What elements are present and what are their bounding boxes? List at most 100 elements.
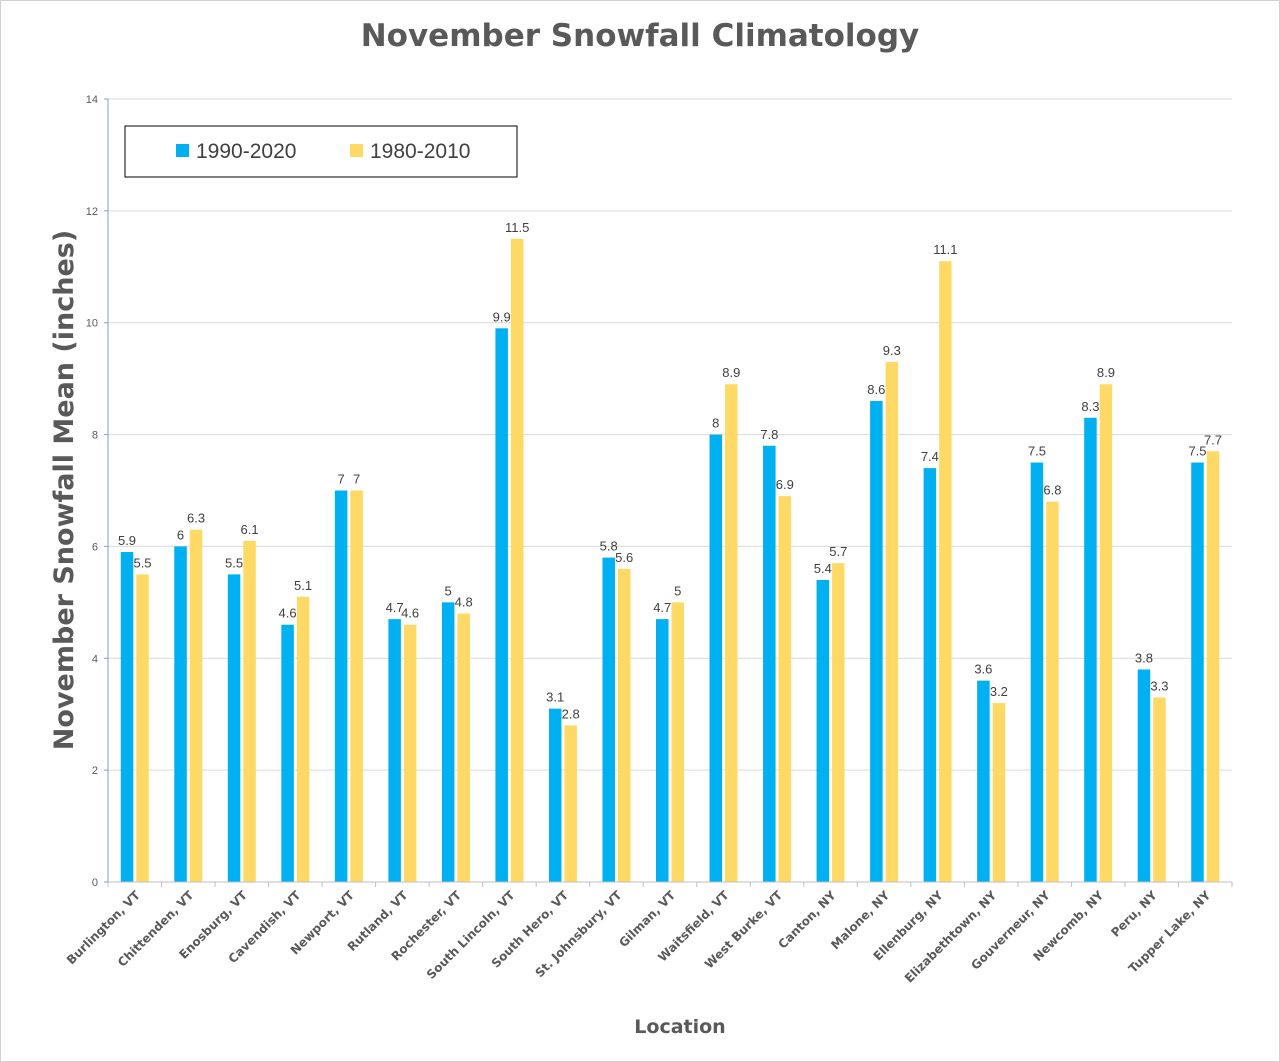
bar-1980-2010-tupper-lake-ny [1206, 451, 1220, 882]
bar-1990-2020-tupper-lake-ny [1191, 462, 1204, 882]
bar-1990-2020-st-johnsbury-vt [602, 557, 615, 882]
data-label-1990-2020-malone-ny: 8.6 [867, 382, 885, 397]
y-tick-label-10: 10 [86, 318, 98, 330]
data-label-1980-2010-newcomb-ny: 8.9 [1097, 365, 1115, 380]
legend-swatch-1980-2010 [350, 144, 363, 157]
bar-1990-2020-canton-ny [816, 579, 830, 882]
bar-1990-2020-peru-ny [1137, 669, 1151, 882]
data-label-1990-2020-canton-ny: 5.4 [814, 561, 832, 576]
data-label-1980-2010-south-hero-vt: 2.8 [562, 706, 580, 721]
bar-1980-2010-cavendish-vt [296, 596, 310, 882]
data-label-1980-2010-rutland-vt: 4.6 [401, 606, 419, 621]
legend-label-1980-2010: 1980-2010 [370, 140, 470, 163]
bar-1990-2020-newport-vt [334, 490, 348, 882]
data-label-1980-2010-chittenden-vt: 6.3 [187, 511, 205, 526]
data-label-1990-2020-tupper-lake-ny: 7.5 [1188, 444, 1206, 459]
legend: 1990-2020 1980-2010 [124, 125, 518, 178]
data-label-1980-2010-gilman-vt: 5 [674, 583, 681, 598]
bar-1980-2010-malone-ny [885, 361, 899, 883]
bar-1980-2010-newcomb-ny [1099, 384, 1113, 882]
data-label-1990-2020-gilman-vt: 4.7 [653, 600, 671, 615]
y-tick-label-6: 6 [92, 541, 98, 553]
data-label-1990-2020-elizabethtown-ny: 3.6 [974, 662, 992, 677]
bar-1980-2010-south-hero-vt [564, 725, 577, 882]
data-label-1990-2020-west-burke-vt: 7.8 [760, 427, 778, 442]
bar-1980-2010-rutland-vt [403, 624, 417, 882]
bar-1990-2020-burlington-vt [120, 552, 134, 882]
bar-1980-2010-gilman-vt [671, 602, 684, 882]
data-label-1990-2020-waitsfield-vt: 8 [712, 416, 719, 431]
bar-1990-2020-chittenden-vt [174, 546, 187, 882]
x-tick-label-peru-ny: Peru, NY [1108, 888, 1160, 940]
data-label-1980-2010-west-burke-vt: 6.9 [776, 477, 794, 492]
data-label-1990-2020-cavendish-vt: 4.6 [279, 606, 297, 621]
bar-1980-2010-canton-ny [832, 563, 845, 882]
data-label-1980-2010-peru-ny: 3.3 [1150, 678, 1168, 693]
data-label-1980-2010-cavendish-vt: 5.1 [294, 578, 312, 593]
y-tick-label-12: 12 [86, 206, 98, 218]
data-label-1990-2020-south-hero-vt: 3.1 [546, 690, 564, 705]
bar-1990-2020-south-hero-vt [548, 708, 562, 882]
data-label-1990-2020-ellenburg-ny: 7.4 [921, 449, 939, 464]
y-tick-label-4: 4 [92, 653, 98, 665]
data-label-1990-2020-gouverneur-ny: 7.5 [1028, 444, 1046, 459]
bar-1980-2010-ellenburg-ny [939, 261, 952, 882]
x-axis-label: Location [634, 1016, 725, 1038]
bar-1990-2020-ellenburg-ny [923, 468, 937, 882]
data-label-1990-2020-enosburg-vt: 5.5 [225, 555, 243, 570]
bar-1990-2020-rochester-vt [441, 602, 455, 882]
data-label-1980-2010-newport-vt: 7 [353, 472, 360, 487]
data-label-1990-2020-south-lincoln-vt: 9.9 [493, 309, 511, 324]
bar-1980-2010-south-lincoln-vt [510, 238, 524, 883]
bar-1990-2020-gilman-vt [656, 619, 669, 882]
bar-1980-2010-elizabethtown-ny [992, 703, 1006, 882]
bar-1980-2010-west-burke-vt [778, 496, 792, 882]
bar-1980-2010-burlington-vt [136, 574, 149, 882]
bars: 5.9 65.54.674.759.93.15.84.787.85.48.67.4… [118, 220, 1222, 883]
y-tick-label-0: 0 [92, 877, 98, 889]
legend-box [124, 125, 518, 178]
bar-1990-2020-gouverneur-ny [1030, 462, 1044, 882]
bar-1990-2020-newcomb-ny [1084, 417, 1097, 882]
data-label-1980-2010-malone-ny: 9.3 [883, 343, 901, 358]
data-label-1990-2020-newcomb-ny: 8.3 [1081, 399, 1099, 414]
bar-1980-2010-newport-vt [350, 490, 363, 882]
legend-label-1990-2020: 1990-2020 [196, 140, 296, 163]
y-tick-label-14: 14 [86, 94, 98, 106]
data-label-1980-2010-rochester-vt: 4.8 [455, 595, 473, 610]
chart-title: November Snowfall Climatology [361, 18, 920, 54]
data-label-1980-2010-elizabethtown-ny: 3.2 [990, 684, 1008, 699]
data-label-1990-2020-rochester-vt: 5 [445, 583, 452, 598]
data-label-1980-2010-tupper-lake-ny: 7.7 [1204, 432, 1222, 447]
data-label-1980-2010-enosburg-vt: 6.1 [241, 522, 259, 537]
bar-1990-2020-cavendish-vt [281, 624, 294, 882]
data-label-1990-2020-st-johnsbury-vt: 5.8 [600, 539, 618, 554]
bar-1980-2010-gouverneur-ny [1046, 501, 1059, 882]
data-label-1980-2010-south-lincoln-vt: 11.5 [505, 220, 529, 235]
y-tick-label-8: 8 [92, 430, 98, 442]
bar-1990-2020-waitsfield-vt [709, 434, 723, 882]
data-label-1980-2010-ellenburg-ny: 11.1 [933, 242, 957, 257]
data-label-1990-2020-rutland-vt: 4.7 [386, 600, 404, 615]
bar-1990-2020-west-burke-vt [763, 445, 776, 882]
bar-1980-2010-waitsfield-vt [725, 384, 738, 882]
data-label-1990-2020-burlington-vt: 5.9 [118, 533, 136, 548]
data-label-1980-2010-gouverneur-ny: 6.8 [1043, 483, 1061, 498]
bar-1990-2020-malone-ny [870, 401, 883, 882]
data-label-1980-2010-st-johnsbury-vt: 5.6 [615, 550, 633, 565]
gridlines [108, 98, 1232, 771]
data-label-1980-2010-burlington-vt: 5.5 [133, 555, 151, 570]
bar-1990-2020-rutland-vt [388, 619, 401, 882]
y-tick-label-2: 2 [92, 765, 98, 777]
data-label-1980-2010-waitsfield-vt: 8.9 [722, 365, 740, 380]
bar-1980-2010-rochester-vt [457, 613, 470, 882]
data-label-1990-2020-newport-vt: 7 [337, 472, 344, 487]
bar-1980-2010-peru-ny [1153, 697, 1166, 882]
bar-1980-2010-st-johnsbury-vt [617, 568, 631, 882]
x-tick-label-st-johnsbury-vt: St. Johnsbury, VT [533, 888, 626, 981]
bar-1980-2010-enosburg-vt [243, 540, 256, 882]
x-tick-label-elizabethtown-ny: Elizabethtown, NY [902, 888, 1000, 986]
x-tick-label-south-lincoln-vt: South Lincoln, VT [424, 888, 518, 982]
y-axis-label: November Snowfall Mean (inches) [49, 230, 80, 750]
